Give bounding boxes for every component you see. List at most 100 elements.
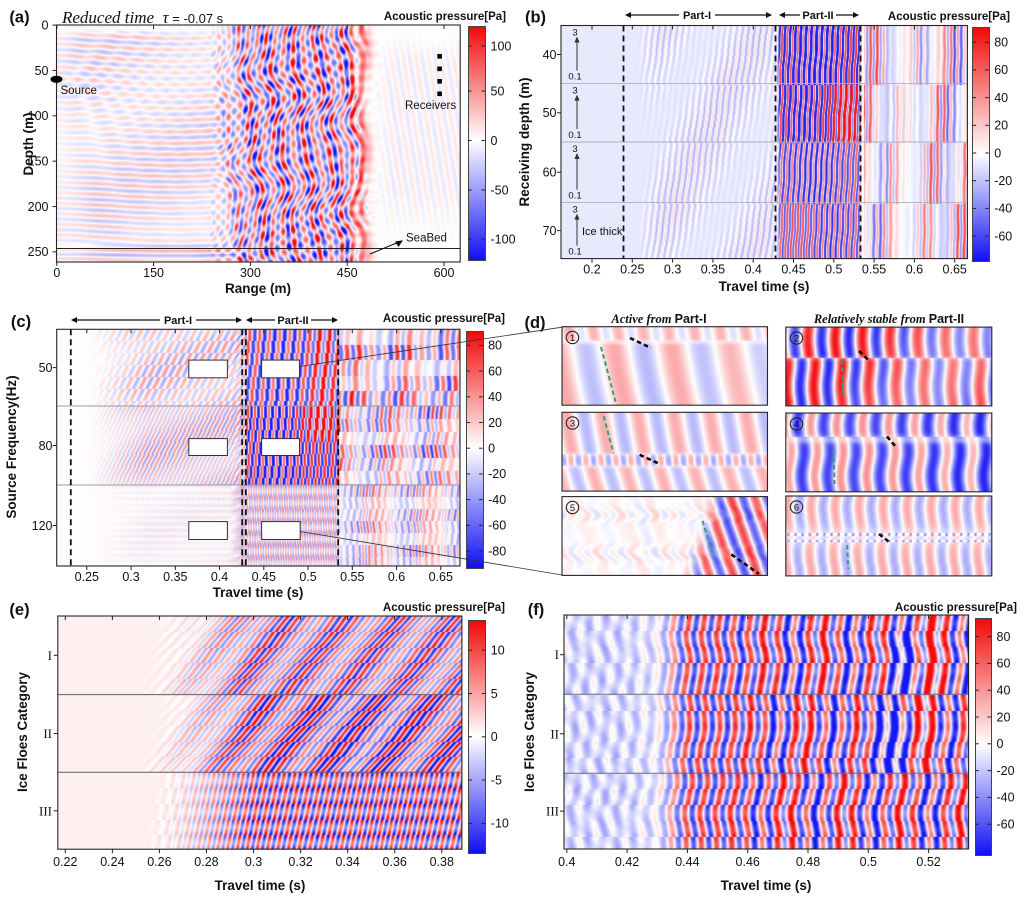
svg-text:0.34: 0.34 (335, 855, 359, 869)
svg-text:0.55: 0.55 (340, 570, 364, 584)
svg-text:10: 10 (491, 644, 505, 658)
svg-text:0.1: 0.1 (568, 130, 581, 141)
svg-text:0.44: 0.44 (675, 855, 699, 869)
svg-text:0.4: 0.4 (745, 263, 762, 277)
svg-text:(e): (e) (9, 601, 29, 619)
svg-text:20: 20 (997, 710, 1011, 724)
svg-text:5: 5 (570, 503, 575, 514)
svg-text:Source Frequency(Hz): Source Frequency(Hz) (4, 375, 19, 518)
svg-text:60: 60 (997, 657, 1011, 671)
svg-text:300: 300 (240, 266, 261, 280)
svg-text:Travel time (s): Travel time (s) (213, 585, 304, 600)
svg-text:(f): (f) (528, 601, 544, 619)
svg-text:-20: -20 (488, 467, 506, 481)
svg-text:0.45: 0.45 (252, 570, 276, 584)
svg-text:0.65: 0.65 (429, 570, 453, 584)
svg-text:Part-II: Part-II (802, 10, 833, 22)
svg-text:6: 6 (794, 502, 799, 513)
svg-text:0.3: 0.3 (245, 855, 262, 869)
svg-text:II: II (550, 726, 559, 741)
svg-text:200: 200 (28, 200, 49, 214)
svg-text:0.6: 0.6 (388, 570, 405, 584)
svg-text:0.1: 0.1 (568, 247, 581, 258)
svg-text:0.32: 0.32 (288, 855, 312, 869)
svg-text:Ice thick: Ice thick (582, 226, 623, 238)
svg-text:0.5: 0.5 (860, 855, 877, 869)
svg-text:0: 0 (994, 146, 1001, 160)
svg-text:III: III (39, 803, 52, 818)
svg-text:-5: -5 (491, 773, 502, 787)
svg-text:40: 40 (543, 48, 557, 62)
svg-text:I: I (555, 647, 559, 662)
svg-text:0.52: 0.52 (916, 855, 940, 869)
svg-text:0: 0 (491, 730, 498, 744)
svg-text:5: 5 (491, 687, 498, 701)
svg-text:3: 3 (570, 418, 575, 429)
svg-text:20: 20 (488, 416, 502, 430)
svg-text:0.25: 0.25 (75, 570, 99, 584)
svg-text:-100: -100 (491, 232, 516, 246)
svg-text:Part-II: Part-II (277, 315, 308, 327)
svg-text:150: 150 (143, 266, 164, 280)
svg-text:50: 50 (35, 64, 49, 78)
svg-text:0.46: 0.46 (736, 855, 760, 869)
svg-text:-50: -50 (491, 183, 509, 197)
svg-text:80: 80 (997, 630, 1011, 644)
svg-text:80: 80 (39, 439, 53, 453)
svg-text:0.5: 0.5 (825, 263, 842, 277)
svg-text:3: 3 (572, 144, 577, 155)
svg-text:3: 3 (572, 28, 577, 39)
svg-text:0.36: 0.36 (383, 855, 407, 869)
svg-text:600: 600 (434, 266, 455, 280)
svg-text:Depth (m): Depth (m) (21, 113, 36, 176)
svg-text:50: 50 (491, 84, 505, 98)
svg-text:Acoustic pressure[Pa]: Acoustic pressure[Pa] (383, 313, 505, 325)
svg-text:Acoustic pressure[Pa]: Acoustic pressure[Pa] (384, 11, 506, 23)
svg-text:0.35: 0.35 (701, 263, 725, 277)
svg-text:Part-I: Part-I (164, 315, 192, 327)
svg-text:250: 250 (28, 245, 49, 259)
svg-text:Relatively stable from Part-II: Relatively stable from Part-II (813, 312, 964, 326)
svg-text:SeaBed: SeaBed (406, 233, 447, 245)
svg-text:0.1: 0.1 (568, 72, 581, 83)
svg-text:Active from Part-I: Active from Part-I (610, 312, 706, 326)
svg-text:3: 3 (572, 86, 577, 97)
svg-text:0.1: 0.1 (568, 191, 581, 202)
svg-text:0: 0 (491, 134, 498, 148)
svg-text:(d): (d) (524, 314, 545, 332)
svg-text:0.55: 0.55 (862, 263, 886, 277)
svg-text:0: 0 (488, 442, 495, 456)
svg-text:1: 1 (570, 333, 575, 344)
svg-text:(c): (c) (11, 313, 31, 331)
svg-text:Ice Floes Category: Ice Floes Category (15, 671, 30, 792)
svg-text:0.35: 0.35 (163, 570, 187, 584)
svg-text:Travel time (s): Travel time (s) (215, 878, 306, 893)
svg-text:-10: -10 (491, 817, 509, 831)
svg-text:Acoustic pressure[Pa]: Acoustic pressure[Pa] (895, 602, 1017, 614)
svg-text:0.24: 0.24 (100, 855, 124, 869)
svg-text:2: 2 (794, 333, 799, 344)
svg-text:Acoustic pressure[Pa]: Acoustic pressure[Pa] (383, 602, 505, 614)
svg-text:0: 0 (997, 737, 1004, 751)
svg-text:0.26: 0.26 (147, 855, 171, 869)
svg-text:100: 100 (28, 109, 49, 123)
svg-text:0.5: 0.5 (299, 570, 316, 584)
svg-text:0.3: 0.3 (664, 263, 681, 277)
svg-text:0.25: 0.25 (620, 263, 644, 277)
svg-text:50: 50 (543, 106, 557, 120)
svg-text:60: 60 (543, 166, 557, 180)
svg-text:-80: -80 (488, 544, 506, 558)
svg-text:Range (m): Range (m) (225, 281, 291, 296)
svg-text:0.4: 0.4 (211, 570, 228, 584)
svg-text:40: 40 (994, 91, 1008, 105)
svg-text:0.65: 0.65 (943, 263, 967, 277)
svg-text:(b): (b) (525, 9, 546, 27)
svg-text:40: 40 (997, 684, 1011, 698)
svg-text:(a): (a) (9, 9, 29, 27)
svg-text:0: 0 (53, 266, 60, 280)
svg-text:0.2: 0.2 (583, 263, 600, 277)
svg-text:-40: -40 (994, 202, 1012, 216)
svg-text:0.6: 0.6 (906, 263, 923, 277)
svg-text:-20: -20 (994, 174, 1012, 188)
svg-text:0: 0 (42, 18, 49, 32)
